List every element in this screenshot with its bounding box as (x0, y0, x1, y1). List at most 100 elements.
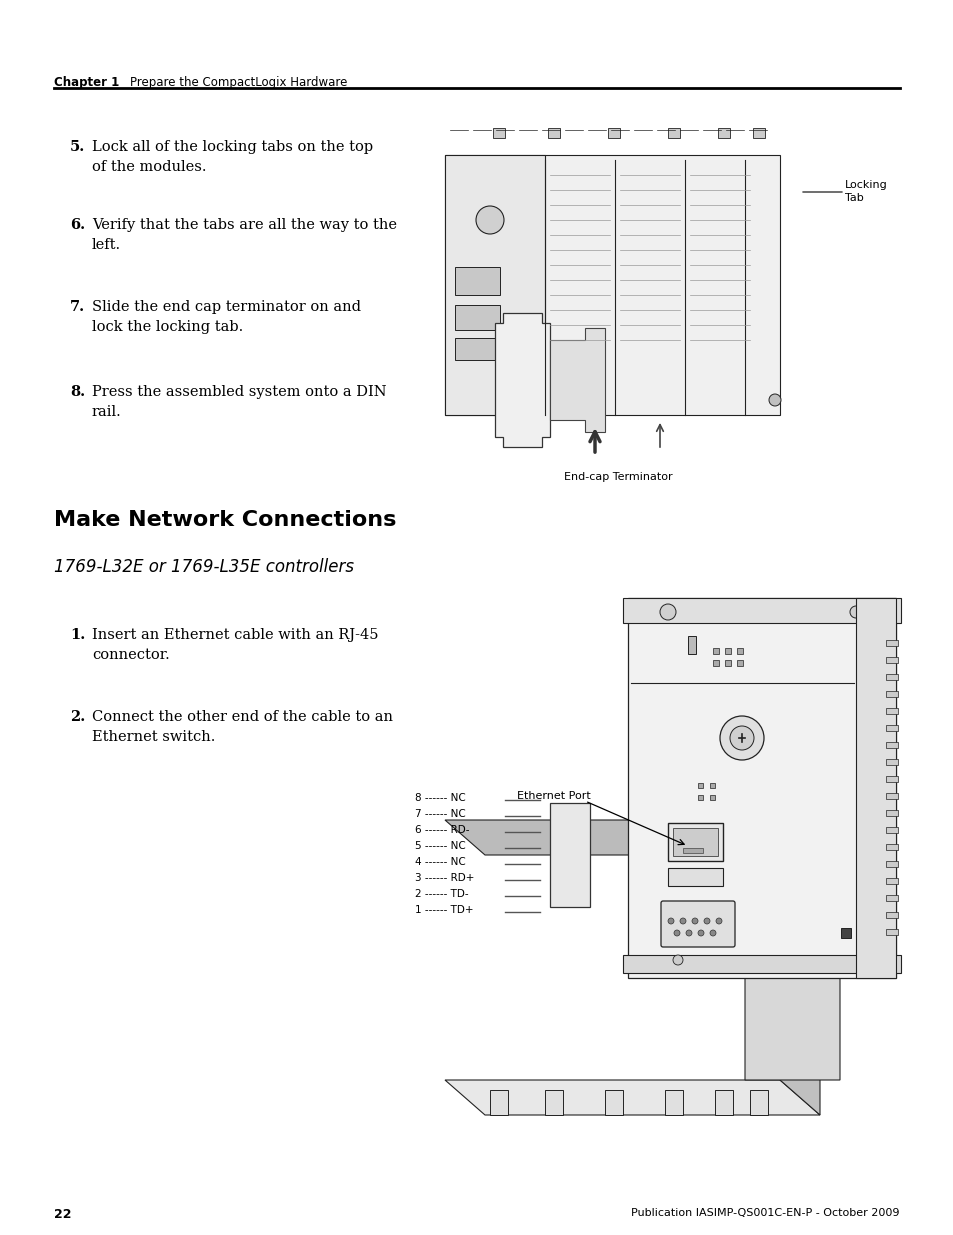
Text: 1.: 1. (70, 629, 85, 642)
Bar (687, 636, 696, 655)
Text: Chapter 1: Chapter 1 (54, 77, 119, 89)
Text: 7 ------ NC: 7 ------ NC (415, 809, 465, 819)
Bar (667, 823, 722, 861)
Text: Ethernet Port: Ethernet Port (517, 790, 590, 802)
Text: 5.: 5. (70, 140, 85, 154)
Polygon shape (664, 1091, 682, 1115)
Text: lock the locking tab.: lock the locking tab. (91, 320, 243, 333)
Text: Insert an Ethernet cable with an RJ-45: Insert an Ethernet cable with an RJ-45 (91, 629, 378, 642)
Bar (737, 659, 742, 666)
Circle shape (672, 955, 682, 965)
Bar (885, 760, 897, 764)
Text: 1 ------ TD+: 1 ------ TD+ (415, 905, 473, 915)
Bar (885, 657, 897, 663)
Bar (885, 895, 897, 902)
Circle shape (685, 930, 691, 936)
Bar (622, 955, 900, 973)
Bar (712, 659, 719, 666)
Text: Verify that the tabs are all the way to the: Verify that the tabs are all the way to … (91, 219, 396, 232)
Text: 8.: 8. (70, 385, 85, 399)
FancyBboxPatch shape (660, 902, 734, 947)
Circle shape (768, 394, 781, 406)
Bar (455, 267, 499, 295)
Circle shape (709, 930, 716, 936)
Bar (841, 927, 850, 939)
Text: Lock all of the locking tabs on the top: Lock all of the locking tabs on the top (91, 140, 373, 154)
Bar (885, 776, 897, 782)
Text: 1769-L32E or 1769-L35E controllers: 1769-L32E or 1769-L35E controllers (54, 558, 354, 576)
Text: Publication IASIMP-QS001C-EN-P - October 2009: Publication IASIMP-QS001C-EN-P - October… (631, 1208, 899, 1218)
Circle shape (679, 918, 685, 924)
Circle shape (703, 918, 709, 924)
Bar (682, 848, 702, 853)
Text: 3 ------ RD+: 3 ------ RD+ (415, 873, 474, 883)
Polygon shape (749, 1091, 767, 1115)
Bar (667, 868, 722, 885)
Text: 5 ------ NC: 5 ------ NC (415, 841, 465, 851)
Bar (885, 640, 897, 646)
Bar (885, 674, 897, 680)
Circle shape (698, 930, 703, 936)
Bar (885, 793, 897, 799)
Circle shape (659, 604, 676, 620)
Bar (709, 783, 714, 788)
Bar (455, 338, 499, 359)
Text: Ethernet switch.: Ethernet switch. (91, 730, 215, 743)
Polygon shape (444, 820, 820, 855)
Bar (455, 305, 499, 330)
Bar (885, 692, 897, 697)
Text: Press the assembled system onto a DIN: Press the assembled system onto a DIN (91, 385, 386, 399)
Text: Locking: Locking (844, 180, 887, 190)
Circle shape (673, 930, 679, 936)
Polygon shape (444, 1079, 820, 1115)
Bar (752, 128, 764, 138)
Text: Connect the other end of the cable to an: Connect the other end of the cable to an (91, 710, 393, 724)
Text: 4 ------ NC: 4 ------ NC (415, 857, 465, 867)
Bar (885, 742, 897, 748)
Text: of the modules.: of the modules. (91, 161, 206, 174)
Polygon shape (714, 1091, 732, 1115)
Text: 22: 22 (54, 1208, 71, 1221)
Bar (607, 128, 619, 138)
Bar (718, 128, 729, 138)
Circle shape (716, 918, 721, 924)
Text: rail.: rail. (91, 405, 122, 419)
Polygon shape (490, 1091, 507, 1115)
Text: 2.: 2. (70, 710, 85, 724)
Bar (712, 648, 719, 655)
Text: 8 ------ NC: 8 ------ NC (415, 793, 465, 803)
Text: Make Network Connections: Make Network Connections (54, 510, 395, 530)
Bar (885, 810, 897, 816)
Bar (622, 598, 900, 622)
Bar (724, 659, 730, 666)
Bar (550, 803, 589, 906)
Circle shape (691, 918, 698, 924)
Circle shape (849, 606, 862, 618)
Bar (885, 844, 897, 850)
Circle shape (476, 206, 503, 233)
Text: connector.: connector. (91, 648, 170, 662)
Bar (855, 598, 895, 978)
Bar (667, 128, 679, 138)
Bar (444, 156, 780, 415)
Polygon shape (604, 1091, 622, 1115)
Bar (885, 878, 897, 884)
Bar (885, 929, 897, 935)
Text: Tab: Tab (844, 193, 862, 203)
Bar (547, 128, 559, 138)
Bar (737, 648, 742, 655)
Text: 2 ------ TD-: 2 ------ TD- (415, 889, 468, 899)
Polygon shape (550, 329, 604, 432)
Text: 6 ------ RD-: 6 ------ RD- (415, 825, 469, 835)
Bar (709, 795, 714, 800)
Text: Slide the end cap terminator on and: Slide the end cap terminator on and (91, 300, 360, 314)
Text: 6.: 6. (70, 219, 85, 232)
Bar (724, 648, 730, 655)
Polygon shape (495, 312, 550, 447)
Polygon shape (544, 1091, 562, 1115)
Polygon shape (744, 820, 840, 1079)
Text: End-cap Terminator: End-cap Terminator (563, 472, 672, 482)
Bar (672, 827, 718, 856)
Text: left.: left. (91, 238, 121, 252)
Bar (698, 783, 702, 788)
